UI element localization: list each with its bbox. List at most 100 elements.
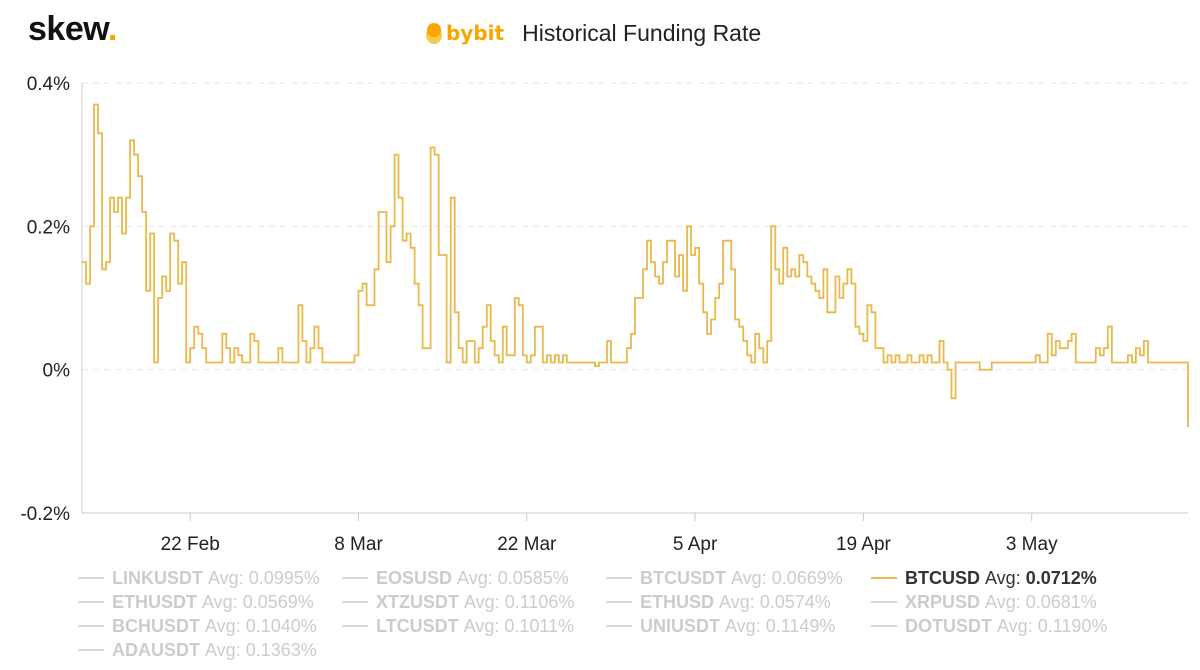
legend-avg-label: Avg: [725, 615, 766, 636]
logo-text: skew [28, 10, 108, 48]
legend-avg-label: Avg: [463, 615, 505, 636]
legend-avg-label: Avg: [719, 591, 760, 612]
legend-avg-value: 0.0681% [1025, 591, 1097, 612]
legend-item-ethusd[interactable]: ETHUSD Avg: 0.0574% [606, 590, 831, 614]
legend-item-ltcusdt[interactable]: LTCUSDT Avg: 0.1011% [342, 614, 574, 638]
x-axis-ticks: 22 Feb 8 Mar 22 Mar 5 Apr 19 Apr 3 May [161, 513, 1058, 555]
legend-series-name: EOSUSD [376, 567, 453, 588]
legend-average: Avg: 0.1363% [205, 640, 317, 661]
legend-avg-label: Avg: [208, 567, 249, 588]
legend-avg-label: Avg: [985, 591, 1026, 612]
legend-avg-value: 0.1040% [245, 615, 317, 636]
legend-avg-label: Avg: [464, 591, 505, 612]
brand-name: bybit [446, 21, 505, 45]
legend-item-uniusdt[interactable]: UNIUSDT Avg: 0.1149% [606, 614, 835, 638]
legend-item-linkusdt[interactable]: LINKUSDT Avg: 0.0995% [78, 566, 320, 590]
legend-average: Avg: 0.0681% [985, 592, 1097, 613]
legend-swatch [871, 601, 897, 603]
legend-item-xrpusd[interactable]: XRPUSD Avg: 0.0681% [871, 590, 1097, 614]
legend-swatch [606, 601, 632, 603]
x-tick-label: 22 Mar [497, 534, 557, 555]
legend-item-adausdt[interactable]: ADAUSDT Avg: 0.1363% [78, 638, 317, 662]
legend-series-name: BTCUSD [905, 567, 980, 588]
legend-avg-label: Avg: [985, 567, 1026, 588]
legend-avg-label: Avg: [205, 615, 246, 636]
legend-item-bchusdt[interactable]: BCHUSDT Avg: 0.1040% [78, 614, 317, 638]
y-axis-ticks: 0.4% 0.2% 0% -0.2% [20, 74, 70, 525]
gridlines [82, 82, 1188, 371]
series-line-btcusd [82, 103, 1189, 427]
legend-series-name: ADAUSDT [112, 639, 200, 660]
legend-series-name: XTZUSDT [376, 591, 459, 612]
legend-swatch [606, 577, 632, 579]
legend-average: Avg: 0.0574% [719, 592, 831, 613]
x-tick-label: 8 Mar [334, 534, 383, 555]
y-tick-label: 0.4% [27, 74, 70, 95]
legend-swatch [342, 577, 368, 579]
legend-swatch [342, 625, 368, 627]
legend-average: Avg: 0.1040% [205, 616, 317, 637]
legend-average: Avg: 0.1011% [464, 616, 574, 637]
legend-average: Avg: 0.1190% [997, 616, 1107, 637]
chart-title: Historical Funding Rate [522, 19, 762, 46]
legend-series-name: BTCUSDT [640, 567, 726, 588]
logo-dot: . [107, 10, 117, 48]
legend-avg-value: 0.1011% [504, 615, 575, 636]
legend-swatch [78, 601, 104, 603]
legend-item-btcusdt[interactable]: BTCUSDT Avg: 0.0669% [606, 566, 843, 590]
legend-series-name: XRPUSD [905, 591, 981, 612]
legend-swatch [606, 625, 632, 627]
legend-item-btcusd[interactable]: BTCUSD Avg: 0.0712% [871, 566, 1097, 590]
legend-swatch [78, 577, 104, 579]
legend-average: Avg: 0.0669% [731, 568, 843, 589]
series-layer [82, 103, 1189, 427]
x-tick-label: 3 May [1006, 534, 1058, 555]
legend-average: Avg: 0.0569% [202, 592, 314, 613]
legend-series-name: ETHUSDT [112, 591, 197, 612]
x-tick-label: 5 Apr [673, 534, 718, 555]
legend-item-dotusdt[interactable]: DOTUSDT Avg: 0.1190% [871, 614, 1107, 638]
legend-item-xtzusdt[interactable]: XTZUSDT Avg: 0.1106% [342, 590, 574, 614]
legend-series-name: LTCUSDT [376, 615, 459, 636]
legend-avg-label: Avg: [731, 567, 772, 588]
legend-swatch [78, 649, 104, 651]
y-tick-label: 0.2% [27, 217, 70, 238]
legend-average: Avg: 0.0995% [208, 568, 320, 589]
funding-rate-chart: 0.4% 0.2% 0% -0.2% 22 Feb 8 Mar 22 Mar 5 Apr 19… [20, 74, 1189, 555]
legend-avg-label: Avg: [997, 615, 1038, 636]
y-tick-label: 0% [43, 361, 71, 382]
legend-series-name: UNIUSDT [640, 615, 720, 636]
legend-avg-value: 0.1106% [504, 591, 575, 612]
legend-average: Avg: 0.1149% [725, 616, 835, 637]
x-tick-label: 22 Feb [161, 534, 220, 555]
legend-series-name: BCHUSDT [112, 615, 200, 636]
legend-swatch [871, 577, 897, 579]
legend-series-name: DOTUSDT [905, 615, 992, 636]
legend-avg-label: Avg: [202, 591, 243, 612]
legend-swatch [342, 601, 368, 603]
legend-series-name: ETHUSD [640, 591, 715, 612]
y-tick-label: -0.2% [20, 504, 70, 525]
legend-avg-label: Avg: [457, 567, 498, 588]
chart-header: bybit Historical Funding Rate [425, 16, 761, 50]
legend-swatch [78, 625, 104, 627]
legend-average: Avg: 0.0585% [457, 568, 569, 589]
skew-logo: skew. [28, 10, 117, 49]
bybit-coin-icon [426, 23, 442, 44]
legend-avg-value: 0.1363% [245, 639, 317, 660]
legend-avg-value: 0.0669% [771, 567, 843, 588]
legend-avg-value: 0.0712% [1025, 567, 1097, 588]
legend-average: Avg: 0.0712% [985, 568, 1097, 589]
axes [81, 83, 1188, 514]
legend-item-ethusdt[interactable]: ETHUSDT Avg: 0.0569% [78, 590, 314, 614]
legend-avg-value: 0.0995% [248, 567, 320, 588]
legend-avg-value: 0.0569% [242, 591, 314, 612]
legend-average: Avg: 0.1106% [464, 592, 574, 613]
legend-item-eosusd[interactable]: EOSUSD Avg: 0.0585% [342, 566, 569, 590]
x-tick-label: 19 Apr [836, 534, 892, 555]
legend-swatch [871, 625, 897, 627]
legend-avg-value: 0.0574% [759, 591, 831, 612]
legend-series-name: LINKUSDT [112, 567, 203, 588]
legend-avg-value: 0.0585% [497, 567, 569, 588]
